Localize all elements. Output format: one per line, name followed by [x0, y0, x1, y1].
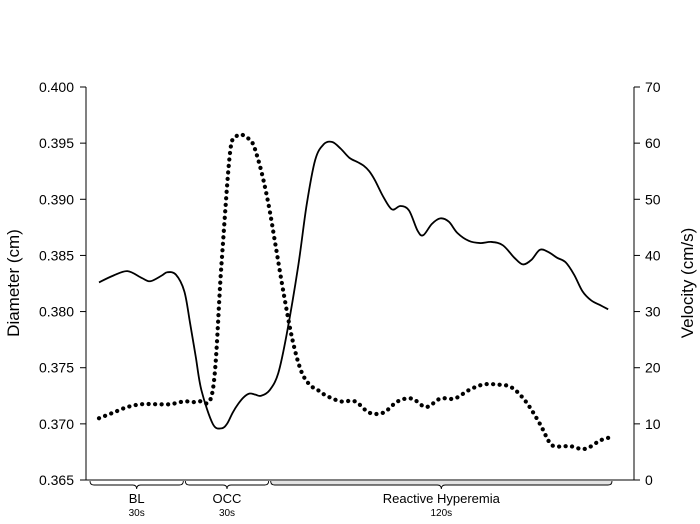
phase-label: Reactive Hyperemia	[383, 491, 501, 506]
phase-brace	[184, 480, 270, 490]
left-tick-label: 0.375	[39, 360, 74, 376]
right-tick-label: 60	[645, 135, 661, 151]
right-tick-label: 10	[645, 416, 661, 432]
phase-bracket-1: BL 30s	[89, 480, 184, 519]
right-tick-label: 50	[645, 191, 661, 207]
diameter-series-line	[98, 140, 609, 430]
left-tick-label: 0.400	[39, 79, 74, 95]
right-tick-label: 0	[645, 472, 653, 488]
right-axis-title: Velocity (cm/s)	[678, 228, 697, 339]
left-y-axis: 0.365 0.370 0.375 0.380 0.385 0.390 0.395 0.400	[39, 79, 87, 488]
left-tick-label: 0.370	[39, 416, 74, 432]
plot-area	[96, 132, 611, 452]
phase-brace	[89, 480, 184, 490]
velocity-series-line	[96, 132, 611, 452]
phase-label: BL	[129, 491, 145, 506]
phase-brace	[270, 480, 613, 490]
phase-bracket-2: OCC 30s	[184, 480, 270, 519]
phase-bracket-3: Reactive Hyperemia 120s	[270, 480, 613, 519]
left-tick-label: 0.395	[39, 135, 74, 151]
left-tick-label: 0.365	[39, 472, 74, 488]
right-tick-label: 20	[645, 360, 661, 376]
left-tick-label: 0.385	[39, 247, 74, 263]
phase-duration: 30s	[219, 508, 235, 519]
phase-fill	[270, 481, 612, 485]
left-axis-title: Diameter (cm)	[4, 229, 23, 337]
phase-brackets: BL 30s OCC 30s Reactive Hyperemia 120s	[89, 480, 613, 519]
right-y-axis: 0 10 20 30 40 50 60 70	[633, 79, 661, 488]
left-tick-label: 0.390	[39, 191, 74, 207]
right-tick-label: 70	[645, 79, 661, 95]
phase-duration: 120s	[430, 508, 452, 519]
right-tick-label: 40	[645, 247, 661, 263]
phase-duration: 30s	[129, 508, 145, 519]
phase-label: OCC	[213, 491, 242, 506]
right-tick-label: 30	[645, 304, 661, 320]
left-tick-label: 0.380	[39, 304, 74, 320]
